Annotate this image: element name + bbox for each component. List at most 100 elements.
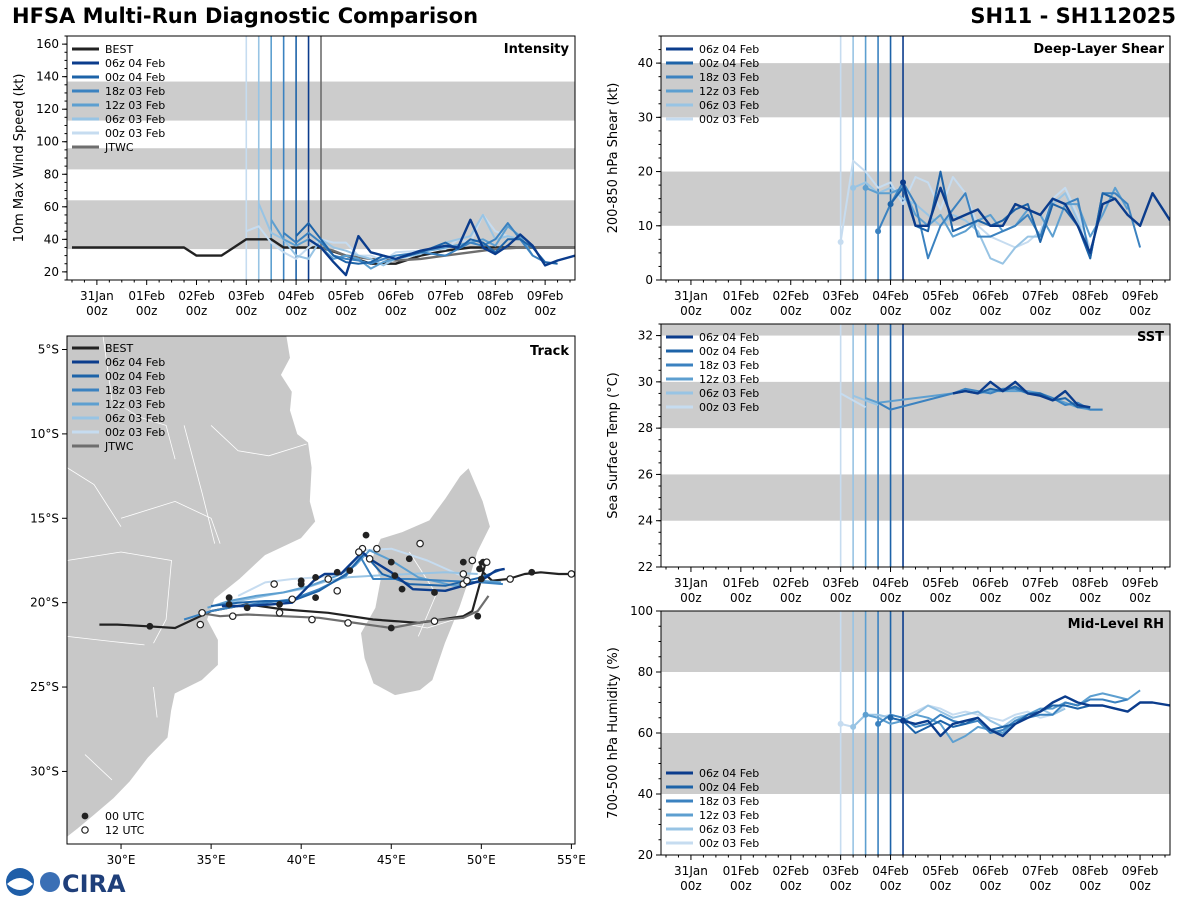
cira-logo: CIRA [6,868,126,898]
x-tick-label-hour: 00z [830,879,852,893]
x-tick-label-hour: 00z [680,879,702,893]
legend-label-12-utc: 12 UTC [105,824,145,837]
y-tick-label: 40 [44,232,59,246]
x-tick-label: 09Feb [1122,289,1159,303]
x-tick-label-hour: 00z [980,879,1002,893]
legend-label-12z-03-feb: 12z 03 Feb [105,99,165,112]
y-tick-label: 120 [36,102,59,116]
track-line-00z-04-feb [210,552,504,607]
x-tick-label-hour: 00z [485,304,507,318]
x-tick-label: 06Feb [972,289,1009,303]
y-axis-label: 700-500 hPa Humidity (%) [606,647,621,819]
marker-00utc [431,589,438,596]
marker-00utc [459,558,467,566]
madagascar-landmass [360,466,491,696]
marker-12utc [275,608,284,617]
marker-12utc [416,539,424,548]
x-tick-label-hour: 00z [1079,879,1101,893]
x-tick-label: 05Feb [922,864,959,878]
series-line-jtwc [320,246,575,262]
legend-label-18z-03-feb: 18z 03 Feb [699,795,759,808]
marker-00utc [387,558,395,566]
x-tick-label-hour: 00z [880,591,902,605]
shear-panel: 01020304031Jan00z01Feb00z02Feb00z03Feb00… [606,35,1171,318]
legend-label-00z-04-feb: 00z 04 Feb [699,345,759,358]
legend-label-12z-03-feb: 12z 03 Feb [105,398,165,411]
x-tick-label: 04Feb [872,289,909,303]
series-line-00z-03-feb [245,213,521,262]
legend-label-00z-04-feb: 00z 04 Feb [105,370,165,383]
series-line-18z-03-feb [282,222,546,265]
x-tick-label-hour: 00z [1129,304,1151,318]
lon-tick-label: 40°E [287,853,316,867]
x-tick-label-hour: 00z [136,304,158,318]
y-tick-label: 30 [638,375,653,389]
border-line [120,500,221,544]
marker-00utc [391,572,399,580]
africa-landmass [67,336,317,844]
legend-label-12z-03-feb: 12z 03 Feb [699,85,759,98]
marker-12utc [459,570,468,578]
marker-12utc [198,608,206,617]
x-tick-label: 31Jan [674,864,708,878]
plot-area [661,611,1170,855]
x-tick-label: 05Feb [328,289,365,303]
series-start-point-18z-03-feb [875,228,882,235]
x-tick-label-hour: 00z [186,304,208,318]
series-line-best [72,238,575,265]
legend-label-00z-03-feb: 00z 03 Feb [699,837,759,850]
marker-00utc [362,531,370,539]
legend-label-06z-04-feb: 06z 04 Feb [699,767,759,780]
x-tick-label-hour: 00z [534,304,556,318]
figure-title: HFSA Multi-Run Diagnostic Comparison [12,4,479,28]
x-tick-label: 09Feb [1122,576,1159,590]
legend-label-12z-03-feb: 12z 03 Feb [699,373,759,386]
legend-label-00z-04-feb: 00z 04 Feb [105,71,165,84]
x-tick-label: 07Feb [1022,864,1059,878]
x-tick-label-hour: 00z [385,304,407,318]
intensity-panel: 2040608010012014016031Jan00z01Feb00z02Fe… [12,35,576,318]
y-tick-label: 60 [44,200,59,214]
series-line-12z-03-feb [865,689,1141,744]
x-tick-label: 31Jan [674,289,708,303]
legend-label-06z-03-feb: 06z 03 Feb [699,823,759,836]
x-tick-label: 09Feb [527,289,564,303]
x-tick-label: 07Feb [427,289,464,303]
x-tick-label: 03Feb [228,289,265,303]
legend-label-06z-04-feb: 06z 04 Feb [105,57,165,70]
cira-logo-text: CIRA [62,870,126,898]
y-tick-label: 80 [44,167,59,181]
series-start-point-06z-03-feb [850,184,857,191]
x-tick-label-hour: 00z [780,304,802,318]
marker-00utc [312,594,319,601]
series-start-point-06z-04-feb [900,717,907,724]
shaded-band [661,381,1170,429]
x-tick-label-hour: 00z [980,304,1002,318]
y-tick-label: 30 [638,110,653,124]
y-tick-label: 24 [638,514,653,528]
legend-marker-00utc [81,812,89,820]
x-tick-label: 02Feb [178,289,215,303]
series-line-06z-04-feb [902,695,1170,738]
legend-label-06z-04-feb: 06z 04 Feb [699,43,759,56]
legend-label-00z-03-feb: 00z 03 Feb [105,127,165,140]
legend-label-00z-04-feb: 00z 04 Feb [699,781,759,794]
x-tick-label-hour: 00z [930,879,952,893]
legend-label-jtwc: JTWC [104,440,134,453]
storm-id-title: SH11 - SH112025 [970,4,1176,28]
noaa-wave-icon [7,878,33,890]
marker-00utc [225,594,233,601]
y-axis-label: 200-850 hPa Shear (kt) [606,83,621,234]
x-tick-label-hour: 00z [285,304,307,318]
track-line-best [99,561,575,630]
legend-label-00z-03-feb: 00z 03 Feb [105,426,165,439]
series-start-point-12z-03-feb [862,184,869,191]
marker-12utc [567,570,575,578]
y-tick-label: 100 [36,135,59,149]
x-tick-label: 08Feb [1072,864,1109,878]
x-tick-label: 01Feb [128,289,165,303]
x-tick-label-hour: 00z [930,591,952,605]
sst-panel: 22242628303231Jan00z01Feb00z02Feb00z03Fe… [606,323,1171,605]
marker-00utc [405,555,413,563]
x-tick-label: 04Feb [872,576,909,590]
